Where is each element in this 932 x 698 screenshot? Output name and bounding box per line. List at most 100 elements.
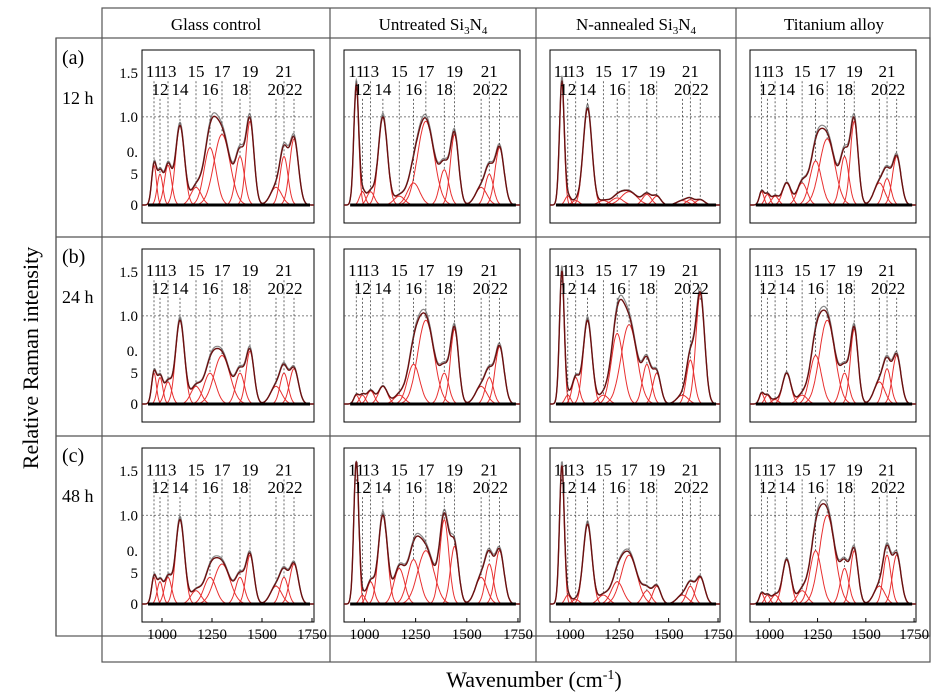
fit-component-20 [256, 385, 296, 405]
fit-component-14 [366, 514, 399, 605]
band-label-16: 16 [807, 279, 824, 298]
fit-component-21 [873, 178, 901, 206]
fit-component-21 [270, 155, 298, 206]
band-label-21: 21 [879, 261, 896, 280]
fit-component-17 [601, 324, 657, 405]
fitted-sum [344, 460, 520, 605]
column-header-part: N [470, 15, 482, 34]
band-label-18: 18 [638, 478, 655, 497]
band-label-13: 13 [767, 460, 784, 479]
fit-component-15 [380, 568, 418, 605]
band-label-12: 12 [559, 80, 576, 99]
fit-component-16 [189, 372, 231, 405]
fitted-sum [142, 115, 314, 206]
band-label-12: 12 [152, 80, 169, 99]
band-label-18: 18 [638, 80, 655, 99]
band-label-13: 13 [767, 261, 784, 280]
band-label-19: 19 [648, 460, 665, 479]
column-header-part: N [678, 15, 690, 34]
column-headers: Glass control Untreated Si3N4 N-annealed S… [171, 15, 885, 37]
fit-component-18 [631, 363, 663, 405]
band-label-19: 19 [242, 460, 259, 479]
band-label-12: 12 [152, 478, 169, 497]
band-label-20: 20 [674, 279, 691, 298]
band-label-14: 14 [374, 478, 392, 497]
band-label-17: 17 [214, 261, 232, 280]
band-label-12: 12 [759, 279, 776, 298]
column-header: Titanium alloy [784, 15, 884, 34]
band-label-18: 18 [638, 279, 655, 298]
band-label-16: 16 [202, 80, 219, 99]
band-label-13: 13 [160, 261, 177, 280]
x-tick-label: 1000 [147, 627, 177, 643]
band-label-17: 17 [214, 62, 232, 81]
band-label-16: 16 [807, 80, 824, 99]
band-label-11: 11 [348, 460, 364, 479]
x-tick-label: 1750 [899, 627, 929, 643]
y-tick-label: 5 [131, 566, 139, 582]
band-label-20: 20 [473, 80, 490, 99]
y-tick-label: 1.0 [119, 309, 138, 325]
fit-component-16 [189, 576, 231, 605]
fit-component-19 [642, 372, 671, 405]
band-label-17: 17 [621, 460, 639, 479]
band-label-12: 12 [354, 478, 371, 497]
fit-component-18 [224, 576, 256, 605]
fit-component-18 [829, 156, 860, 206]
band-label-21: 21 [481, 261, 498, 280]
band-label-18: 18 [836, 80, 853, 99]
band-label-14: 14 [579, 80, 597, 99]
band-label-15: 15 [391, 261, 408, 280]
y-tick-label: 5 [131, 366, 139, 382]
band-label-14: 14 [172, 478, 190, 497]
y-tick-label: 1.5 [119, 265, 138, 281]
band-label-15: 15 [794, 261, 811, 280]
column-header: Glass control [171, 15, 261, 34]
fit-component-14 [366, 385, 399, 405]
fit-component-19 [235, 120, 265, 206]
band-label-15: 15 [391, 62, 408, 81]
band-label-11: 11 [146, 460, 162, 479]
y-tick-label: 1.5 [119, 66, 138, 82]
panel-border [141, 49, 315, 224]
panel-border [549, 447, 721, 623]
fit-component-16 [596, 333, 638, 405]
band-label-13: 13 [767, 62, 784, 81]
band-label-14: 14 [374, 80, 392, 99]
fit-component-15 [177, 186, 215, 206]
panel-border [749, 447, 917, 623]
band-label-11: 11 [554, 460, 570, 479]
panel-border [343, 49, 521, 224]
fitted-sum [344, 81, 520, 206]
band-label-22: 22 [286, 279, 303, 298]
band-label-22: 22 [692, 80, 709, 99]
band-label-20: 20 [674, 80, 691, 99]
band-label-16: 16 [405, 478, 422, 497]
band-label-21: 21 [276, 261, 293, 280]
fit-component-18 [631, 590, 663, 605]
band-label-14: 14 [374, 279, 392, 298]
row-time: 48 h [62, 486, 94, 506]
fit-component-19 [840, 120, 868, 206]
column-header: Untreated Si3N4 [379, 15, 488, 37]
band-label-22: 22 [692, 478, 709, 497]
panel-border [749, 248, 917, 423]
fit-component-18 [224, 156, 256, 206]
x-tick-label: 1750 [503, 627, 533, 643]
band-label-21: 21 [481, 62, 498, 81]
band-label-11: 11 [348, 62, 364, 81]
fitted-sum [344, 312, 520, 405]
band-label-18: 18 [436, 279, 453, 298]
fit-component-21 [873, 368, 901, 405]
fit-component-18 [829, 372, 860, 405]
fitted-sum [550, 80, 720, 206]
band-label-20: 20 [268, 279, 285, 298]
band-label-16: 16 [807, 478, 824, 497]
band-label-14: 14 [579, 478, 597, 497]
